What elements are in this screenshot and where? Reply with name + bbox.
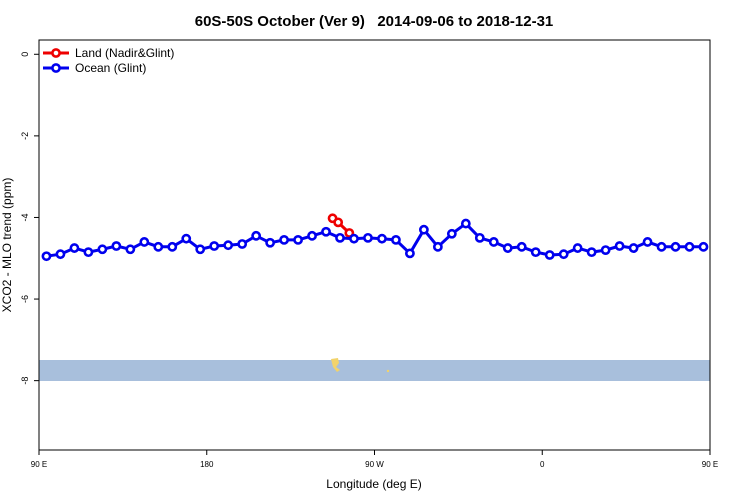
legend-marker: [51, 48, 61, 58]
data-point: [265, 237, 276, 248]
data-point: [530, 247, 541, 258]
data-point: [251, 230, 262, 241]
legend: Land (Nadir&Glint)Ocean (Glint): [43, 46, 174, 75]
y-tick-label: -6: [20, 295, 30, 303]
y-tick-label: -4: [20, 213, 30, 221]
plot-series: [41, 213, 709, 262]
legend-item: Ocean (Glint): [43, 61, 146, 75]
data-point: [432, 241, 443, 252]
data-point: [391, 235, 401, 245]
data-point: [544, 250, 555, 260]
x-tick-label: 180: [200, 460, 214, 469]
data-point: [628, 243, 639, 253]
data-point: [405, 248, 415, 259]
chart-title: 60S-50S October (Ver 9) 2014-09-06 to 20…: [195, 13, 554, 30]
data-point: [209, 241, 220, 251]
data-point: [349, 233, 359, 244]
data-point: [153, 241, 164, 252]
data-point: [307, 230, 317, 241]
data-point: [181, 233, 192, 244]
y-axis-label: XCO2 - MLO trend (ppm): [0, 178, 14, 313]
data-point: [418, 224, 429, 235]
data-point: [572, 243, 583, 253]
data-point: [83, 247, 94, 258]
data-point: [614, 241, 625, 251]
data-point: [69, 243, 80, 253]
data-point: [125, 244, 136, 255]
data-point: [460, 218, 471, 229]
data-point: [237, 239, 248, 249]
data-point: [642, 237, 653, 247]
land-patch: [331, 358, 340, 372]
x-tick-label: 90 E: [702, 460, 718, 469]
data-point: [41, 251, 52, 262]
data-point: [333, 217, 344, 228]
data-point: [684, 241, 695, 252]
data-point: [335, 232, 345, 243]
data-point: [377, 233, 387, 244]
y-tick-label: -8: [20, 377, 30, 385]
series-ocean: [41, 218, 709, 262]
x-axis-label: Longitude (deg E): [326, 477, 421, 491]
data-point: [363, 232, 373, 243]
data-point: [474, 232, 485, 243]
map-band: [39, 358, 710, 381]
data-point: [446, 228, 457, 239]
data-point: [321, 226, 331, 237]
data-point: [516, 241, 527, 252]
y-axis: 0 -2 -4 -6 -8: [20, 52, 39, 385]
data-point: [55, 249, 66, 260]
data-point: [488, 237, 499, 247]
data-point: [698, 241, 709, 252]
data-point: [600, 245, 611, 255]
legend-marker: [51, 63, 61, 73]
data-point: [502, 243, 513, 253]
data-point: [139, 237, 150, 247]
legend-item: Land (Nadir&Glint): [43, 46, 174, 60]
x-axis: 90 E 180 90 W 0 90 E: [31, 450, 718, 469]
legend-label: Ocean (Glint): [75, 61, 146, 75]
land-speck: [386, 369, 390, 373]
data-point: [167, 241, 178, 252]
x-tick-label: 90 W: [365, 460, 384, 469]
data-point: [586, 247, 597, 258]
data-point: [670, 241, 681, 252]
x-tick-label: 0: [540, 460, 545, 469]
data-point: [279, 235, 290, 245]
data-point: [111, 241, 122, 251]
data-point: [195, 244, 206, 255]
data-point: [656, 241, 667, 252]
y-tick-label: -2: [20, 132, 30, 140]
x-tick-label: 90 E: [31, 460, 47, 469]
y-tick-label: 0: [20, 52, 30, 57]
ocean-strip: [39, 360, 710, 381]
legend-label: Land (Nadir&Glint): [75, 46, 174, 60]
data-point: [293, 235, 303, 245]
data-point: [223, 240, 234, 251]
data-point: [558, 249, 569, 260]
data-point: [97, 244, 108, 255]
